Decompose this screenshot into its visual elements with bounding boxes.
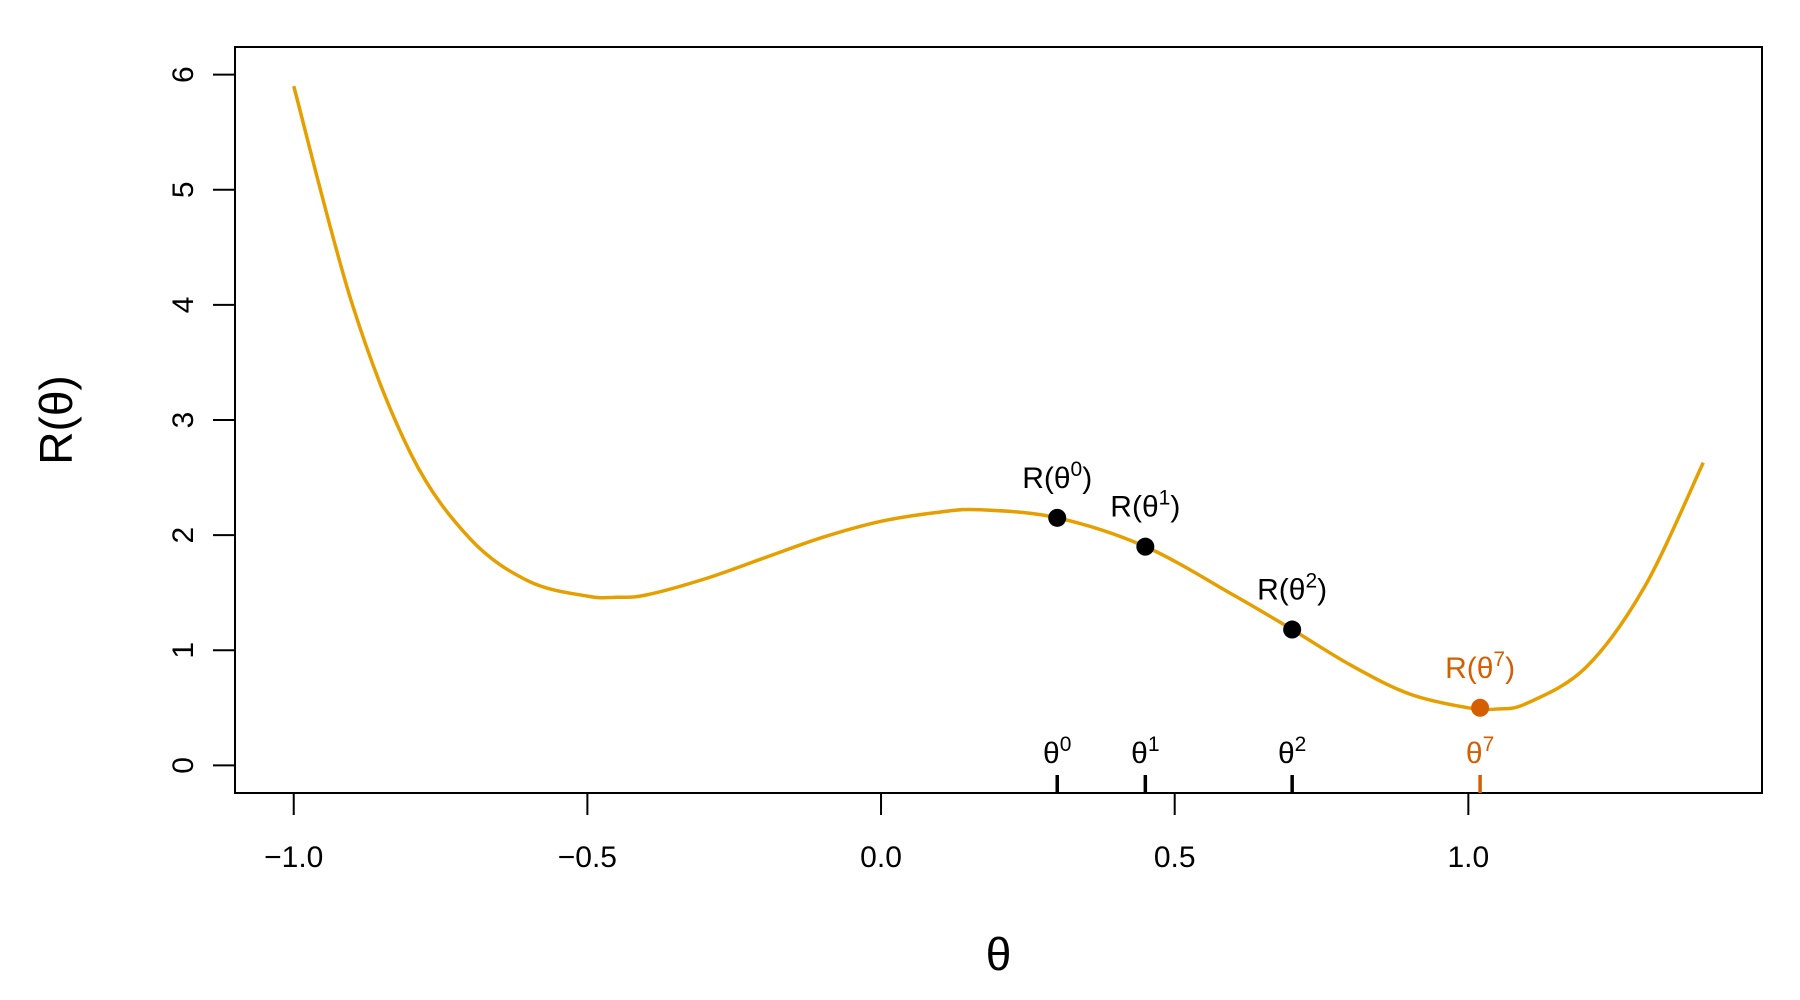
iterate-point (1136, 537, 1155, 556)
iterate-tick-label: θ2 (1278, 733, 1306, 770)
y-tick-label: 5 (167, 181, 200, 198)
x-tick-label: 0.5 (1154, 841, 1196, 874)
y-tick-label: 1 (167, 642, 200, 659)
iterate-tick-label: θ7 (1466, 733, 1494, 770)
point-label: R(θ0) (1022, 458, 1092, 495)
axes: −1.0 −0.5 0.0 0.5 1.0 0 1 2 3 4 5 6 (167, 46, 1763, 874)
iterate-point (1283, 620, 1302, 639)
x-axis-title: θ (986, 928, 1012, 980)
y-tick-label: 2 (167, 527, 200, 544)
iterate-tick-label: θ0 (1043, 733, 1071, 770)
iterate-point (1471, 698, 1490, 717)
curve-layer (292, 85, 1705, 712)
point-label: R(θ7) (1445, 648, 1515, 685)
plot-frame (234, 46, 1763, 794)
x-tick-label: 0.0 (860, 841, 902, 874)
points-layer: R(θ0) θ0 R(θ1) θ1 R(θ2) θ2 R(θ7) θ7 (1022, 458, 1515, 793)
risk-curve (292, 85, 1705, 712)
x-tick-label: −0.5 (558, 841, 617, 874)
y-tick-label: 4 (167, 297, 200, 314)
point-label: R(θ2) (1257, 570, 1327, 607)
x-tick-label: 1.0 (1447, 841, 1489, 874)
iterate-tick-label: θ1 (1131, 733, 1159, 770)
x-tick-label: −1.0 (264, 841, 323, 874)
y-tick-label: 0 (167, 757, 200, 774)
point-label: R(θ1) (1110, 487, 1180, 524)
y-tick-label: 3 (167, 412, 200, 429)
y-tick-label: 6 (167, 66, 200, 83)
y-axis-title: R(θ) (30, 375, 82, 464)
iterate-point (1048, 508, 1067, 527)
